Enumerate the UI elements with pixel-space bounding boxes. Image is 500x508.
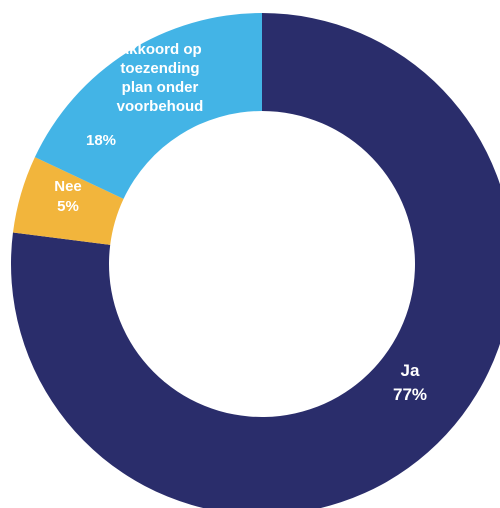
slice-label-ja: Ja [401,361,420,380]
slice-akkoord [34,13,262,199]
slice-ja [11,13,500,508]
slice-value-ja: 77% [393,385,427,404]
slice-value-nee: 5% [57,198,79,215]
donut-slices [11,13,500,508]
slice-value-akkoord: 18% [86,132,116,149]
slice-label-akkoord: Akkoord op toezending plan onder voorbehoud [117,41,204,115]
slice-label-nee: Nee [54,178,82,195]
slice-labels: Ja 77% Nee 5% Akkoord op toezending plan onder… [54,41,427,404]
slice-nee [12,157,124,245]
